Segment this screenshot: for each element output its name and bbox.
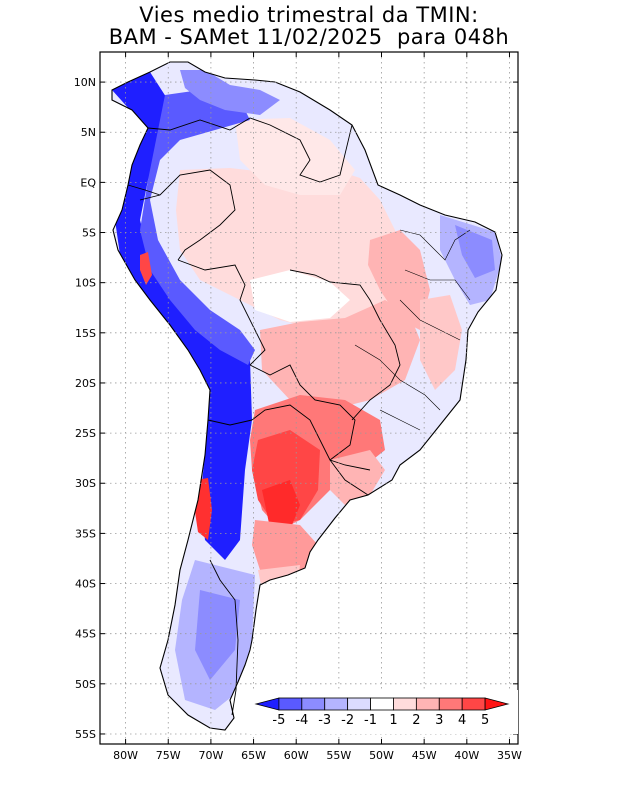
lat-tick-label: 5S bbox=[82, 227, 96, 240]
bias-peru-red bbox=[140, 252, 152, 285]
lon-tick-label: 50W bbox=[369, 749, 394, 762]
state-borders bbox=[354, 229, 471, 431]
colorbar-swatch bbox=[438, 697, 463, 711]
colorbar-label: 5 bbox=[481, 713, 489, 728]
lat-tick-label: 45S bbox=[75, 628, 96, 641]
colorbar-swatch bbox=[370, 697, 394, 711]
border-argentina-north bbox=[251, 404, 371, 471]
colorbar-swatch bbox=[461, 697, 486, 711]
lat-tick-label: 5N bbox=[81, 126, 96, 139]
bias-pampas bbox=[252, 520, 318, 578]
colorbar-label: 1 bbox=[389, 713, 397, 728]
state-border-1 bbox=[399, 229, 471, 261]
border-chile-argentina bbox=[209, 559, 239, 716]
bias-central-brazil bbox=[260, 300, 420, 410]
colorbar-label: -5 bbox=[272, 713, 285, 728]
lon-tick-label: 60W bbox=[284, 749, 309, 762]
lon-tick-label: 35W bbox=[497, 749, 522, 762]
colorbar-swatch bbox=[301, 697, 326, 711]
lon-tick-label: 75W bbox=[156, 749, 181, 762]
lat-tick-label: 40S bbox=[75, 578, 96, 591]
coastline bbox=[111, 61, 503, 731]
lat-tick-label: 20S bbox=[75, 377, 96, 390]
lat-tick-label: 50S bbox=[75, 678, 96, 691]
colorbar-label: -4 bbox=[295, 713, 308, 728]
colorbar-label: -2 bbox=[341, 713, 354, 728]
bias-guianas bbox=[235, 118, 355, 195]
colorbar-label: 4 bbox=[458, 713, 466, 728]
lon-tick-label: 55W bbox=[326, 749, 351, 762]
colorbar-label: 3 bbox=[435, 713, 443, 728]
lon-tick-label: 65W bbox=[241, 749, 266, 762]
colorbar-swatch bbox=[415, 697, 440, 711]
colorbar-background bbox=[250, 690, 518, 734]
colorbar-label: -1 bbox=[364, 713, 377, 728]
colorbar-swatch bbox=[324, 697, 349, 711]
bias-argentina-peak bbox=[262, 480, 300, 530]
grid-lines bbox=[100, 52, 518, 744]
lon-tick-label: 70W bbox=[198, 749, 223, 762]
lon-tick-label: 80W bbox=[113, 749, 138, 762]
border-peru-brazil-bolivia bbox=[177, 259, 266, 366]
lat-tick-label: 10S bbox=[75, 277, 96, 290]
state-border-4 bbox=[354, 344, 441, 411]
border-colombia-peru bbox=[139, 169, 236, 261]
chart-title-line-2: BAM - SAMet 11/02/2025 para 048h bbox=[108, 25, 510, 49]
border-uruguay bbox=[329, 459, 369, 496]
bias-northeast bbox=[368, 230, 430, 330]
country-borders bbox=[127, 117, 401, 716]
colorbar: -5 -4 -3 -2 -1 1 2 3 4 5 bbox=[250, 690, 518, 734]
lat-tick-label: 25S bbox=[75, 427, 96, 440]
bias-east-coast bbox=[420, 295, 462, 390]
bias-venezuela bbox=[180, 70, 280, 115]
lat-tick-label: 15S bbox=[75, 327, 96, 340]
lat-tick-label: 30S bbox=[75, 477, 96, 490]
chart-title-line-1: Vies medio trimestral da TMIN: bbox=[139, 3, 479, 27]
bias-uruguay bbox=[330, 450, 385, 505]
bias-northeast-tip-strong bbox=[455, 225, 495, 278]
lon-tick-label: 40W bbox=[454, 749, 479, 762]
colorbar-swatch bbox=[347, 697, 371, 711]
colorbar-swatch bbox=[393, 697, 417, 711]
bias-amazon-weak-positive bbox=[176, 168, 400, 330]
bias-patagonia-strong bbox=[195, 590, 240, 680]
state-border-3 bbox=[399, 299, 461, 341]
colorbar-label: 2 bbox=[412, 713, 420, 728]
border-chile-bolivia bbox=[207, 419, 253, 426]
border-ecuador bbox=[127, 184, 161, 196]
bias-andes-fringe bbox=[140, 90, 255, 365]
colorbar-swatch bbox=[278, 697, 303, 711]
lat-tick-label: 35S bbox=[75, 527, 96, 540]
axis-ticks: 10N 5N EQ 5S 10S 15S 20S 25S 30S 35S 40S 45S 50S 55S 8… bbox=[74, 52, 522, 762]
colorbar-arrow-high bbox=[484, 697, 510, 711]
lat-tick-label: 10N bbox=[74, 76, 96, 89]
lat-tick-label: 55S bbox=[75, 728, 96, 741]
lon-tick-label: 45W bbox=[412, 749, 437, 762]
border-brazil-states bbox=[289, 269, 401, 421]
state-border-5 bbox=[379, 409, 421, 431]
bias-andes-strong bbox=[112, 72, 252, 560]
border-bolivia-paraguay bbox=[249, 364, 356, 461]
state-border-2 bbox=[404, 269, 471, 301]
colorbar-label: -3 bbox=[318, 713, 331, 728]
lat-tick-label: EQ bbox=[80, 176, 96, 189]
